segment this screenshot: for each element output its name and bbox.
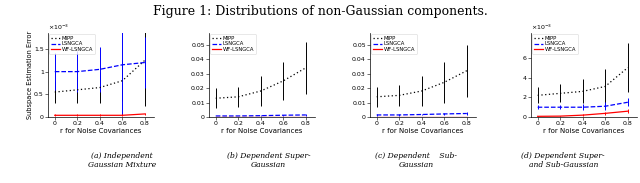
Legend: MIPP, LSNGCA, WF-LSNGCA: MIPP, LSNGCA, WF-LSNGCA	[371, 34, 417, 54]
Legend: MIPP, LSNGCA, WF-LSNGCA: MIPP, LSNGCA, WF-LSNGCA	[49, 34, 95, 54]
X-axis label: r for Noise Covariances: r for Noise Covariances	[60, 128, 141, 134]
Legend: MIPP, LSNGCA, WF-LSNGCA: MIPP, LSNGCA, WF-LSNGCA	[532, 34, 578, 54]
Legend: MIPP, LSNGCA, WF-LSNGCA: MIPP, LSNGCA, WF-LSNGCA	[210, 34, 256, 54]
X-axis label: r for Noise Covariances: r for Noise Covariances	[382, 128, 463, 134]
X-axis label: r for Noise Covariances: r for Noise Covariances	[221, 128, 303, 134]
Y-axis label: Subspace Estimation Error: Subspace Estimation Error	[27, 31, 33, 119]
Text: (c) Dependent    Sub-
Gaussian: (c) Dependent Sub- Gaussian	[375, 152, 457, 169]
Text: Figure 1: Distributions of non-Gaussian components.: Figure 1: Distributions of non-Gaussian …	[152, 5, 488, 18]
Text: $\times10^{-3}$: $\times10^{-3}$	[48, 23, 69, 32]
Text: (b) Dependent Super-
Gaussian: (b) Dependent Super- Gaussian	[227, 152, 310, 169]
Text: (a) Independent
Gaussian Mixture: (a) Independent Gaussian Mixture	[88, 152, 156, 169]
Text: $\times10^{-3}$: $\times10^{-3}$	[531, 23, 552, 32]
Text: (d) Dependent Super-
and Sub-Gaussian: (d) Dependent Super- and Sub-Gaussian	[522, 152, 605, 169]
X-axis label: r for Noise Covariances: r for Noise Covariances	[543, 128, 625, 134]
